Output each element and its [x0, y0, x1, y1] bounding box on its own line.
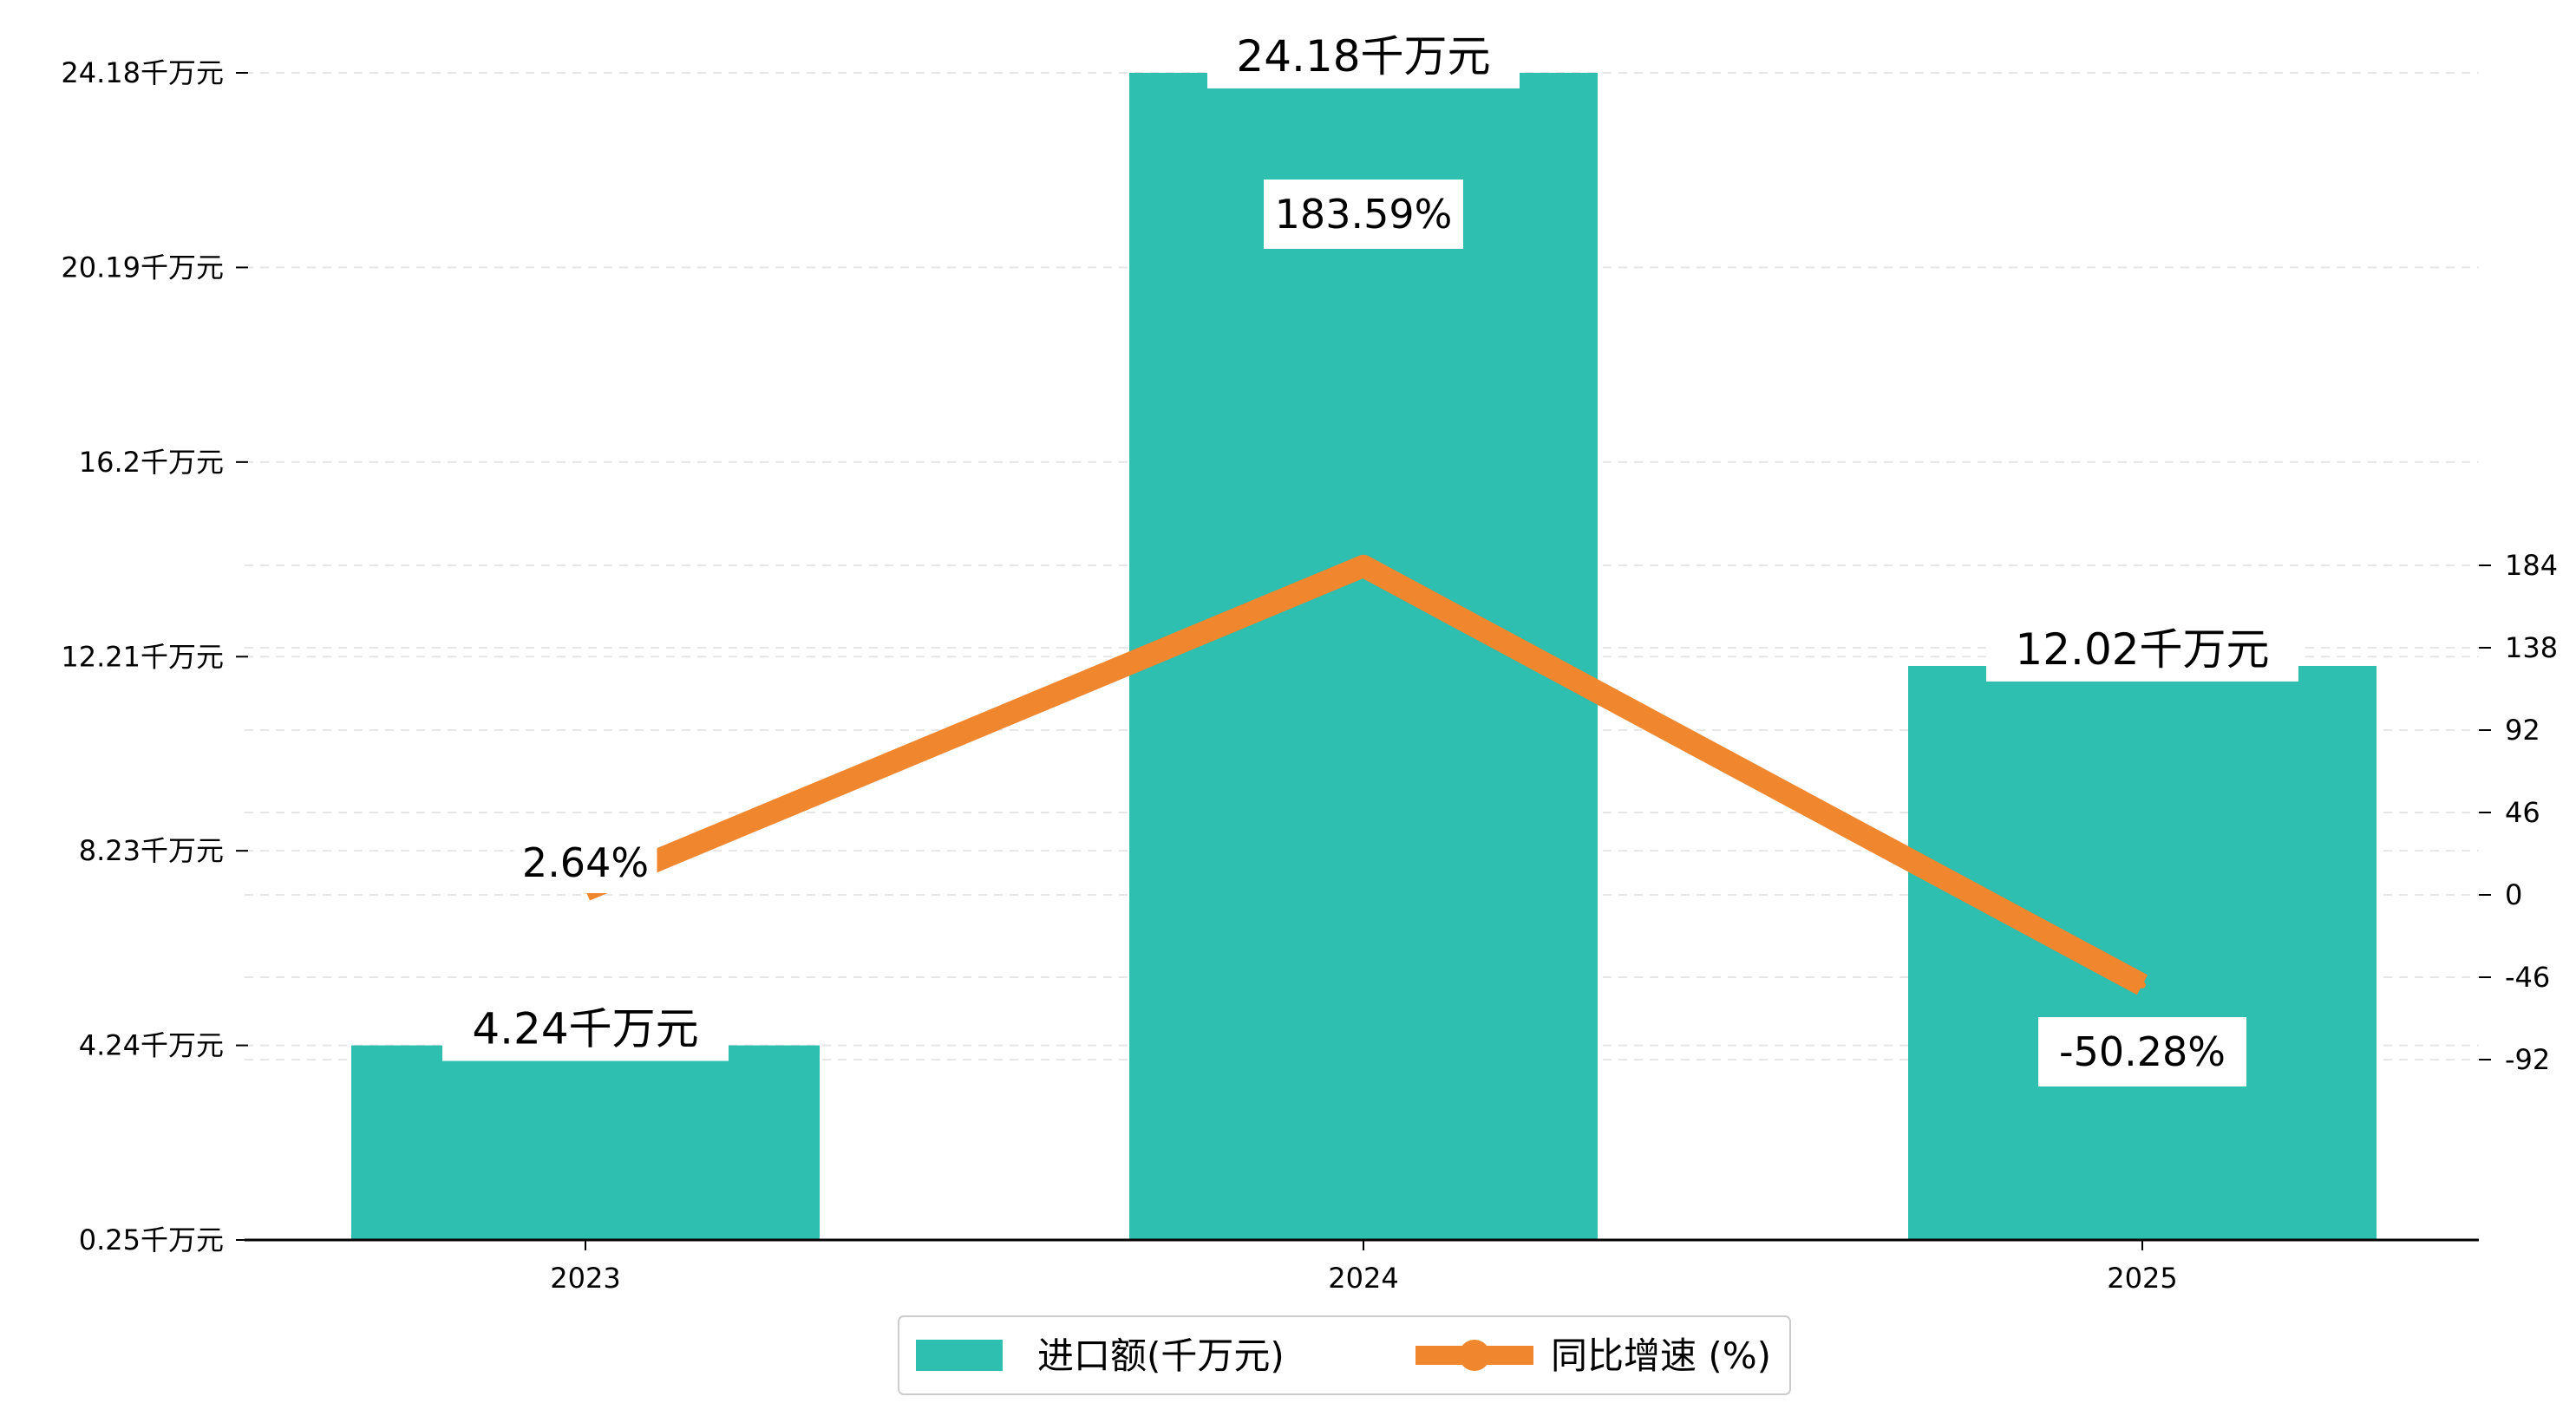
left-tick-label: 8.23千万元 [79, 834, 224, 867]
left-tick-label: 24.18千万元 [61, 56, 224, 89]
bar-value-label: 12.02千万元 [2015, 624, 2269, 675]
line-value-label: -50.28% [2059, 1028, 2226, 1075]
line-value-label: 183.59% [1275, 191, 1453, 238]
bar-series [351, 73, 2377, 1240]
bar-label-box [1207, 29, 1520, 88]
left-tick-label: 0.25千万元 [79, 1224, 224, 1256]
legend: 进口额(千万元) 同比增速 (%) [898, 1315, 1791, 1395]
left-tick-label: 12.21千万元 [61, 640, 224, 673]
axes: 2023 2024 2025 0.25千万元 4.24千万元 8.23千万元 12.21千万… [61, 56, 2558, 1295]
data-labels: 4.24千万元 24.18千万元 12.02千万元 2.64% 183.59% -50.2… [442, 29, 2298, 1086]
bar-label-box [442, 1002, 729, 1061]
right-tick-label: 138 [2505, 631, 2558, 664]
legend-box [898, 1315, 1791, 1395]
bar-label-box [1986, 622, 2298, 682]
bar-2025 [1908, 665, 2377, 1240]
left-tick-label: 4.24千万元 [79, 1029, 224, 1062]
bar-2023 [351, 1045, 820, 1240]
x-tick-label: 2023 [550, 1262, 620, 1295]
right-tick-label: 0 [2505, 878, 2522, 911]
line-label-box [2038, 1017, 2246, 1086]
legend-bar-swatch [916, 1340, 1003, 1371]
right-tick-label: -46 [2505, 961, 2550, 994]
x-tick-label: 2025 [2107, 1262, 2177, 1295]
line-label-box [513, 832, 657, 893]
left-tick-label: 16.2千万元 [79, 446, 224, 479]
line-label-box [1264, 179, 1463, 249]
growth-point-2025 [2139, 981, 2146, 989]
x-tick-label: 2024 [1328, 1262, 1398, 1295]
right-tick-label: 46 [2505, 796, 2540, 829]
right-tick-label: 92 [2505, 714, 2540, 747]
left-tick-label: 20.19千万元 [61, 251, 224, 284]
legend-line-label: 同比增速 (%) [1551, 1334, 1771, 1377]
growth-point-2024 [1360, 562, 1367, 570]
legend-bar-label: 进口额(千万元) [1037, 1334, 1285, 1377]
legend-line-marker [1459, 1340, 1490, 1371]
right-tick-label: 184 [2505, 549, 2558, 582]
right-tick-label: -92 [2505, 1043, 2550, 1076]
line-value-label: 2.64% [522, 839, 649, 886]
bar-value-label: 4.24千万元 [472, 1004, 698, 1054]
bar-value-label: 24.18千万元 [1236, 31, 1490, 82]
